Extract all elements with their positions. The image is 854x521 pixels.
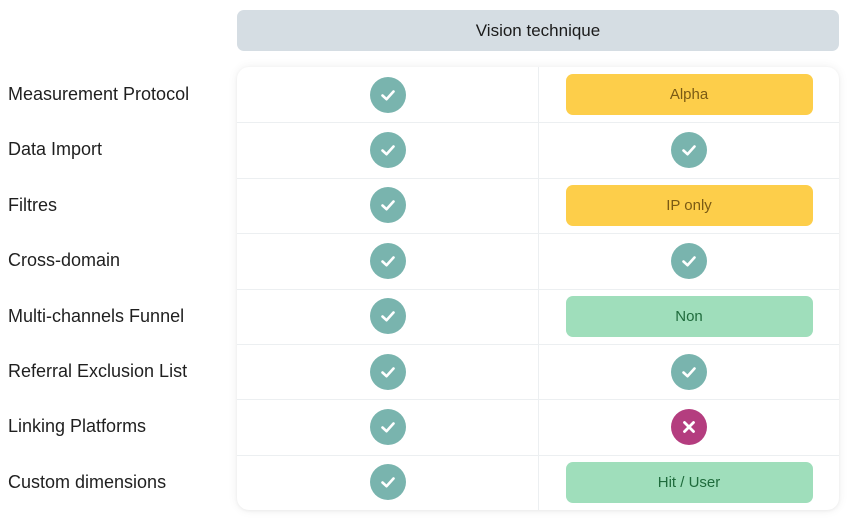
comparison-table: Alpha IP only Non Hit / User (237, 67, 839, 510)
check-icon (671, 131, 707, 168)
status-badge: Hit / User (565, 461, 813, 503)
status-badge: Alpha (565, 74, 813, 115)
col1-cell (237, 178, 538, 233)
cross-icon (671, 408, 707, 445)
row-label: Data Import (8, 139, 103, 160)
col1-cell (237, 233, 538, 288)
row-divider (237, 288, 839, 290)
status-badge: IP only (565, 184, 813, 226)
column-divider (538, 67, 539, 510)
check-icon (369, 76, 406, 113)
check-icon (369, 242, 406, 279)
check-icon (671, 353, 707, 390)
row-divider (237, 454, 839, 456)
col1-cell (237, 344, 538, 399)
col1-cell (237, 399, 538, 454)
check-icon (369, 298, 406, 335)
col2-cell (539, 344, 839, 399)
row-divider (237, 399, 839, 401)
col2-cell (539, 399, 839, 454)
check-icon (369, 464, 406, 501)
column-header-title: Vision technique (475, 20, 601, 40)
check-icon (369, 187, 406, 224)
check-icon (369, 408, 406, 445)
column-header: Vision technique (237, 10, 839, 51)
col2-cell (539, 122, 839, 177)
col2-cell: Non (539, 289, 839, 344)
check-icon (671, 242, 707, 279)
row-divider (237, 177, 839, 179)
status-badge: Non (565, 295, 813, 337)
row-label: Linking Platforms (8, 416, 147, 437)
row-divider (237, 344, 839, 345)
col1-cell (237, 289, 538, 344)
row-divider (237, 233, 839, 235)
col2-cell: Hit / User (539, 455, 839, 510)
check-icon (369, 353, 406, 390)
row-divider (237, 122, 839, 124)
row-label: Measurement Protocol (8, 84, 190, 104)
col2-cell: Alpha (539, 67, 839, 122)
col2-cell: IP only (539, 178, 839, 233)
col2-cell (539, 233, 839, 288)
check-icon (369, 131, 406, 168)
col1-cell (237, 455, 538, 510)
col1-cell (237, 67, 538, 122)
col1-cell (237, 122, 538, 177)
row-label: Custom dimensions (8, 471, 167, 492)
row-label: Multi-channels Funnel (8, 305, 185, 326)
row-label: Referral Exclusion List (8, 361, 188, 381)
row-label: Cross-domain (8, 250, 121, 271)
row-label: Filtres (8, 194, 57, 215)
